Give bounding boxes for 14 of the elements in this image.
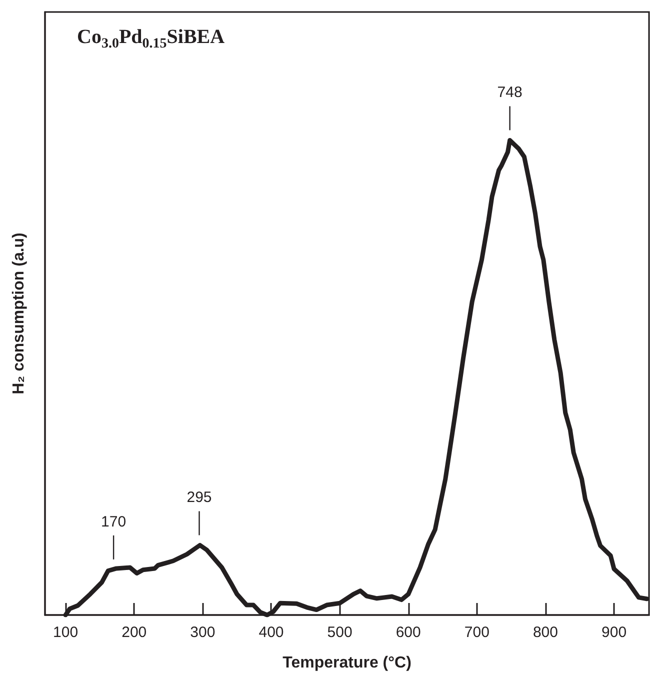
x-tick-label: 600	[396, 624, 421, 641]
y-axis-title: H₂ consumption (a.u)	[10, 232, 28, 394]
x-tick-label: 100	[53, 624, 78, 641]
x-tick-label: 200	[122, 624, 147, 641]
annotation: 748	[497, 84, 522, 102]
x-tick-label: 700	[464, 624, 490, 641]
annotation: 295	[186, 489, 212, 506]
x-tick-label: 900	[602, 624, 627, 641]
x-tick-label: 800	[532, 624, 558, 641]
x-tick-label: 300	[190, 624, 216, 641]
annotation: 170	[101, 513, 126, 530]
x-tick-label: 400	[258, 624, 284, 641]
x-tick-label: 500	[327, 624, 352, 641]
x-axis-title: Temperature (°C)	[282, 654, 412, 672]
